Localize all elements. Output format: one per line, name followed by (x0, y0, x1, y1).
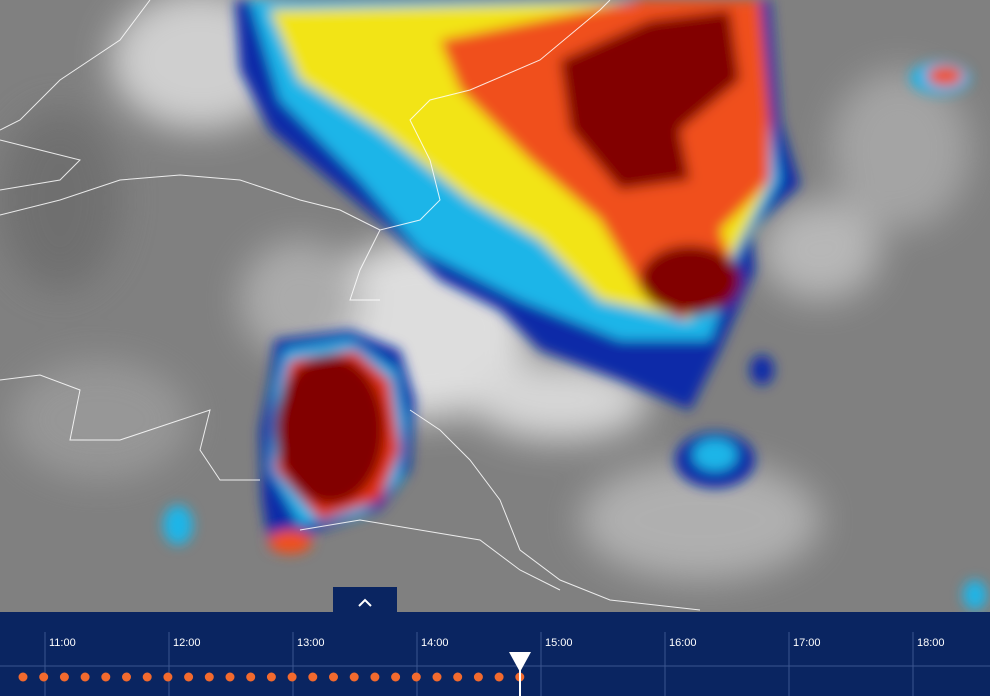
current-time-marker[interactable] (509, 652, 531, 672)
hour-label[interactable]: 16:00 (669, 637, 697, 649)
hour-label[interactable]: 11:00 (49, 637, 76, 649)
frame-dot[interactable] (473, 672, 483, 682)
hour-label[interactable]: 13:00 (297, 637, 325, 649)
frame-dot[interactable] (266, 672, 276, 682)
frame-dot[interactable] (122, 672, 131, 682)
timeline: 11:00 12:00 13:00 14:00 15:00 16:00 17:00 18:00 (0, 632, 990, 696)
frame-dot[interactable] (329, 672, 338, 682)
frame-dot[interactable] (411, 672, 421, 682)
hour-label[interactable]: 18:00 (917, 637, 945, 649)
chevron-up-icon (358, 598, 372, 607)
timeline-toggle[interactable] (333, 587, 397, 612)
frame-dot[interactable] (225, 672, 235, 682)
frame-dot[interactable] (18, 672, 28, 682)
timeline-bar: 11:00 12:00 13:00 14:00 15:00 16:00 17:00 18:00 (0, 612, 990, 696)
frame-dot[interactable] (308, 672, 318, 682)
frame-dot[interactable] (453, 672, 463, 682)
hour-label[interactable]: 12:00 (173, 637, 201, 649)
frame-dot[interactable] (287, 672, 297, 682)
hour-label[interactable]: 17:00 (793, 637, 821, 649)
borders (0, 0, 701, 611)
frame-dot[interactable] (432, 672, 442, 682)
frame-dot[interactable] (349, 672, 359, 682)
frame-dot[interactable] (39, 672, 49, 682)
hour-label[interactable]: 15:00 (545, 637, 573, 649)
frame-dot[interactable] (80, 672, 90, 682)
storm-cells (163, 0, 987, 610)
frame-dot[interactable] (101, 672, 111, 682)
satellite-map (0, 0, 987, 611)
frame-dot[interactable] (494, 672, 504, 682)
frame-dot[interactable] (246, 672, 256, 682)
frame-dot[interactable] (59, 672, 69, 682)
frame-dot[interactable] (204, 672, 214, 682)
frame-dot[interactable] (391, 672, 401, 682)
frame-dot[interactable] (184, 672, 194, 682)
frame-dot[interactable] (163, 672, 173, 682)
hour-label[interactable]: 14:00 (421, 637, 449, 649)
frame-dot[interactable] (142, 672, 152, 682)
frame-dot[interactable] (370, 672, 380, 682)
